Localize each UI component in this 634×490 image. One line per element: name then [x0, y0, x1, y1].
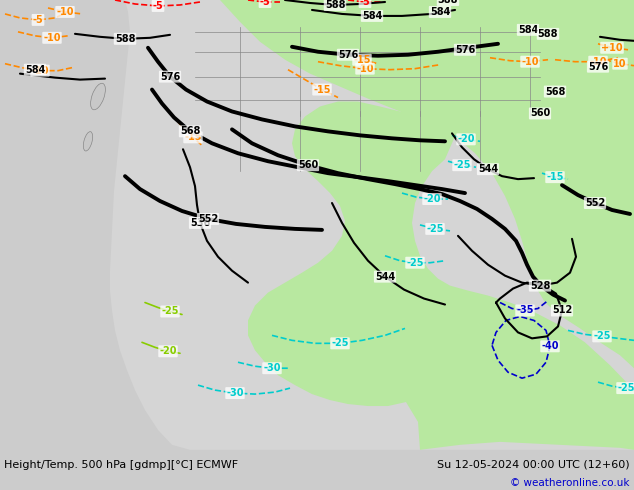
Text: -10: -10	[43, 33, 61, 43]
Text: -15: -15	[313, 85, 331, 95]
Text: -25: -25	[453, 160, 471, 170]
Text: -10: -10	[589, 57, 607, 67]
Text: -25: -25	[331, 338, 349, 348]
Ellipse shape	[91, 83, 105, 110]
Polygon shape	[220, 0, 634, 368]
Text: -25: -25	[161, 306, 179, 317]
Text: -15: -15	[547, 172, 564, 182]
Text: -30: -30	[263, 363, 281, 373]
Text: 588: 588	[538, 29, 559, 39]
Text: -5: -5	[260, 0, 270, 7]
Text: 588: 588	[115, 34, 135, 44]
Text: Su 12-05-2024 00:00 UTC (12+60): Su 12-05-2024 00:00 UTC (12+60)	[437, 460, 630, 470]
Text: 10: 10	[613, 59, 627, 69]
Text: -20: -20	[424, 194, 441, 204]
Polygon shape	[110, 0, 634, 450]
Ellipse shape	[83, 132, 93, 151]
Text: -40: -40	[541, 342, 559, 351]
Text: 584: 584	[518, 25, 538, 35]
Text: 528: 528	[530, 281, 550, 291]
Text: -10: -10	[356, 64, 374, 74]
Text: 552: 552	[198, 214, 218, 224]
Text: 584: 584	[362, 11, 382, 21]
Text: 568: 568	[180, 126, 200, 136]
Text: -25: -25	[426, 224, 444, 234]
Text: 576: 576	[588, 62, 608, 72]
Text: -10: -10	[31, 66, 49, 75]
Text: -15: -15	[353, 55, 371, 65]
Text: 588: 588	[437, 0, 458, 5]
Text: 584: 584	[25, 65, 45, 74]
Text: -30: -30	[226, 388, 243, 398]
Text: © weatheronline.co.uk: © weatheronline.co.uk	[510, 478, 630, 488]
Text: -5: -5	[32, 15, 43, 25]
Text: -25: -25	[618, 383, 634, 393]
Text: +10: +10	[601, 43, 623, 53]
Text: 588: 588	[325, 0, 346, 10]
Text: -20: -20	[159, 346, 177, 356]
Text: 544: 544	[478, 164, 498, 174]
Text: -10: -10	[56, 7, 74, 17]
Text: -5: -5	[153, 1, 164, 11]
Text: -5: -5	[359, 0, 370, 7]
Text: -10: -10	[521, 57, 539, 67]
Text: 560: 560	[530, 108, 550, 119]
Text: Height/Temp. 500 hPa [gdmp][°C] ECMWF: Height/Temp. 500 hPa [gdmp][°C] ECMWF	[4, 460, 238, 470]
Text: 544: 544	[375, 271, 395, 282]
Text: 552: 552	[585, 198, 605, 208]
Text: -25: -25	[593, 331, 611, 342]
Text: 568: 568	[545, 87, 565, 97]
Text: 576: 576	[338, 49, 358, 60]
Polygon shape	[248, 101, 634, 450]
Text: -25: -25	[406, 258, 424, 268]
Text: -35: -35	[516, 305, 534, 316]
Text: -20: -20	[457, 134, 475, 145]
Text: 576: 576	[455, 45, 475, 55]
Text: 576: 576	[160, 72, 180, 82]
Text: -15: -15	[184, 132, 202, 142]
Text: 584: 584	[430, 7, 450, 17]
Text: 560: 560	[298, 160, 318, 170]
Text: 536: 536	[190, 218, 210, 228]
Text: 512: 512	[552, 305, 572, 316]
